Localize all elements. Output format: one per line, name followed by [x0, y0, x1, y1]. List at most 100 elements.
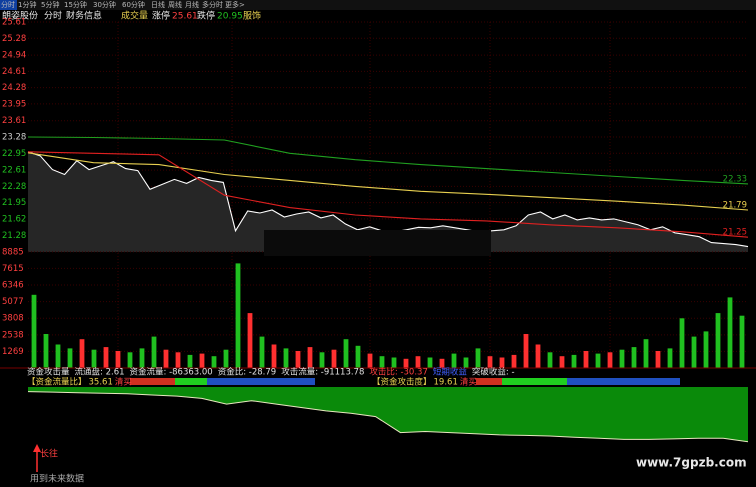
- volume-bar: [631, 347, 637, 368]
- volume-bar: [703, 331, 709, 368]
- average-line: [27, 152, 749, 211]
- volume-bar: [451, 353, 457, 368]
- volume-bar: [211, 356, 217, 368]
- price-area: [28, 151, 748, 252]
- tab[interactable]: 15分钟: [64, 0, 87, 9]
- y-tick-label: 21.62: [2, 214, 26, 224]
- volume-bar: [331, 349, 337, 368]
- line-end-label: 21.25: [723, 228, 747, 238]
- tab[interactable]: 月线: [185, 0, 199, 9]
- signal-arrow: [33, 444, 41, 452]
- footer: 长往 用到未来数据 www.7gpzb.com: [30, 444, 747, 485]
- volume-bar: [223, 349, 229, 368]
- limit-down: 20.95: [217, 12, 243, 22]
- volume-bar: [559, 356, 565, 368]
- volume-bar: [583, 351, 589, 368]
- volume-bar: [499, 357, 505, 368]
- tag-signal: 清买: [460, 377, 477, 388]
- indicator-item: 突破收益: -: [472, 367, 515, 378]
- volume-bar: [535, 344, 541, 368]
- y-tick-label: 6346: [2, 281, 24, 291]
- indicator-item: 资金流量: -86363.00: [130, 367, 213, 378]
- volume-bar: [79, 339, 85, 368]
- y-tick-label: 3808: [2, 314, 24, 324]
- tag-value: 35.61: [89, 378, 113, 388]
- tab[interactable]: 60分钟: [122, 0, 145, 9]
- y-tick-label: 23.28: [2, 133, 26, 143]
- bar-segment: [567, 378, 680, 385]
- bar-segment: [476, 378, 502, 385]
- tab[interactable]: 5分钟: [41, 0, 59, 9]
- volume-bar: [619, 349, 625, 368]
- volume-bar: [511, 354, 517, 368]
- volume-bar: [655, 351, 661, 368]
- tag-value: 19.61: [434, 378, 458, 388]
- volume-bar: [151, 336, 157, 368]
- y-tick-label: 24.61: [2, 67, 26, 77]
- finance-link[interactable]: 财务信息: [66, 10, 102, 22]
- volume-bar: [103, 347, 109, 368]
- tag-label: 【资金攻击度】: [372, 377, 432, 388]
- volume-bar: [547, 352, 553, 368]
- y-tick-label: 1269: [2, 347, 24, 357]
- indicator-item: 攻击流量: -91113.78: [281, 367, 364, 378]
- y-tick-label: 24.94: [2, 51, 26, 61]
- volume-bar: [127, 352, 133, 368]
- tag-label: 【资金流量比】: [27, 377, 87, 388]
- tab[interactable]: 分时: [1, 0, 15, 9]
- indicator-header: 资金攻击量 流通盘: 2.61 资金流量: -86363.00 资金比: -28.79…: [27, 367, 515, 378]
- view-name: 分时: [44, 10, 62, 22]
- bar-segment: [502, 378, 567, 385]
- volume-bar: [295, 351, 301, 368]
- average-line: [27, 136, 749, 185]
- volume-bar: [367, 353, 373, 368]
- volume-bar: [571, 354, 577, 368]
- tabs: 分时 1分钟 5分钟 15分钟 30分钟 60分钟 日线 周线 月线 多分时 更多>: [0, 0, 245, 10]
- y-tick-label: 22.28: [2, 182, 26, 192]
- indicator-tags: 【资金流量比】 35.61 清买 【资金攻击度】 19.61 清买: [27, 377, 477, 388]
- indicator-item: 资金攻击量: [27, 367, 70, 378]
- volume-bar: [439, 358, 445, 368]
- tab[interactable]: 1分钟: [18, 0, 36, 9]
- y-tick-label: 25.61: [2, 18, 26, 28]
- volume-bar: [463, 357, 469, 368]
- note: 用到未来数据: [30, 473, 84, 485]
- bar-segment: [130, 378, 175, 385]
- charts: 25.61 25.28 24.94 24.61 24.28 23.95 23.61 23.28…: [2, 18, 749, 443]
- indicator-item: 流通盘: 2.61: [75, 367, 125, 378]
- tab[interactable]: 日线: [151, 0, 165, 9]
- watermark: www.7gpzb.com: [636, 456, 747, 470]
- y-tick-label: 21.95: [2, 198, 26, 208]
- volume-bar: [235, 263, 241, 368]
- volume-bar: [475, 348, 481, 368]
- volume-bar: [91, 349, 97, 368]
- line-end-label: 21.79: [723, 201, 747, 211]
- y-tick-label: 2538: [2, 330, 24, 340]
- y-tick-label: 24.28: [2, 83, 26, 93]
- y-tick-label: 7615: [2, 264, 24, 274]
- tab[interactable]: 30分钟: [93, 0, 116, 9]
- volume-bar: [691, 336, 697, 368]
- volume-bar: [187, 354, 193, 368]
- volume-bar: [55, 344, 61, 368]
- volume-bar: [523, 334, 529, 368]
- volume-bar: [415, 356, 421, 368]
- flow-line: [27, 391, 749, 443]
- tab[interactable]: 更多>: [225, 0, 245, 9]
- volume-bar: [247, 313, 253, 368]
- volume-bar: [115, 351, 121, 368]
- tab-bar: [0, 0, 756, 10]
- indicator-item: 短期收益: [433, 367, 468, 378]
- sector: 服饰: [243, 10, 261, 22]
- volume-bar: [319, 352, 325, 368]
- volume-bar: [163, 349, 169, 368]
- tab[interactable]: 周线: [168, 0, 182, 9]
- volume-bar: [427, 357, 433, 368]
- volume-bar: [355, 345, 361, 368]
- bar-segment: [175, 378, 207, 385]
- stock-name: 朗姿股份: [2, 10, 38, 22]
- tab[interactable]: 多分时: [202, 0, 223, 9]
- volume-bar: [739, 315, 745, 368]
- y-tick-label: 22.61: [2, 166, 26, 176]
